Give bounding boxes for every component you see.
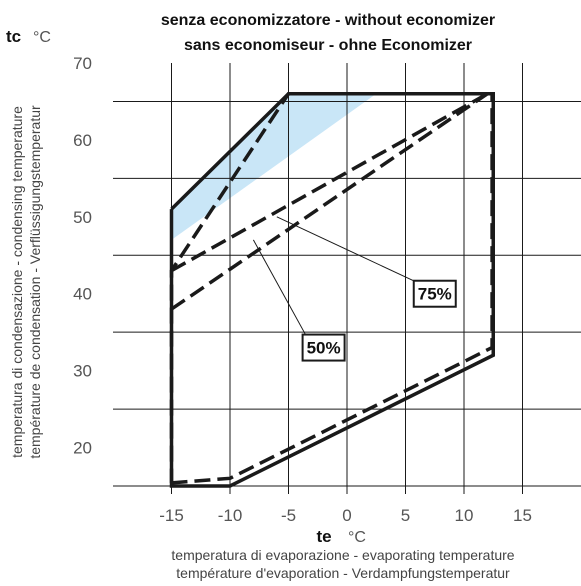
- x-tick-label: 10: [455, 506, 474, 525]
- y-axis-description-line-2: température de condensation - Verflüssig…: [27, 105, 43, 459]
- shaded-region-layer: [171, 93, 377, 240]
- chart-title-line-2: sans economiseur - ohne Economizer: [184, 37, 472, 54]
- x-axis-unit: °C: [348, 529, 366, 546]
- annotation-layer: 75% 50%: [252, 216, 457, 362]
- annotation-leader-line: [252, 239, 308, 337]
- x-axis-description-line-1: temperatura di evaporazione - evaporatin…: [171, 547, 514, 563]
- x-tick-label: -5: [281, 506, 296, 525]
- y-tick-label: 30: [73, 362, 92, 381]
- x-tick-label: -10: [218, 506, 243, 525]
- envelope-series-3: [170, 92, 489, 273]
- y-axis-name: tc: [6, 27, 21, 46]
- tick-label-layer: 20 30 40 50 60 70 -15 -10 -5 0 5 10 15: [73, 54, 532, 525]
- shaded-region: [171, 93, 377, 240]
- series-layer: [169, 92, 495, 488]
- y-axis-description-line-1: temperatura di condensazione - condensin…: [9, 106, 25, 458]
- y-axis-unit: °C: [33, 29, 51, 46]
- envelope-series-4: [170, 92, 489, 311]
- y-tick-label: 70: [73, 54, 92, 73]
- chart-title-line-1: senza economizzatore - without economize…: [161, 12, 495, 29]
- y-tick-label: 50: [73, 208, 92, 227]
- annotation-label: 75%: [418, 285, 452, 304]
- x-tick-label: 15: [513, 506, 532, 525]
- y-tick-label: 20: [73, 439, 92, 458]
- annotation-leader-line: [276, 216, 418, 284]
- x-tick-label: -15: [159, 506, 184, 525]
- annotation-label: 50%: [307, 339, 341, 358]
- x-axis-name: te: [316, 527, 331, 546]
- grid-layer: [113, 63, 581, 494]
- x-axis-description-line-2: température d'evaporation - Verdampfungs…: [176, 565, 510, 581]
- x-tick-label: 5: [401, 506, 410, 525]
- y-tick-label: 40: [73, 285, 92, 304]
- annotation-box: [412, 279, 457, 308]
- y-tick-label: 60: [73, 131, 92, 150]
- x-tick-label: 0: [342, 506, 351, 525]
- annotation-box: [301, 333, 346, 362]
